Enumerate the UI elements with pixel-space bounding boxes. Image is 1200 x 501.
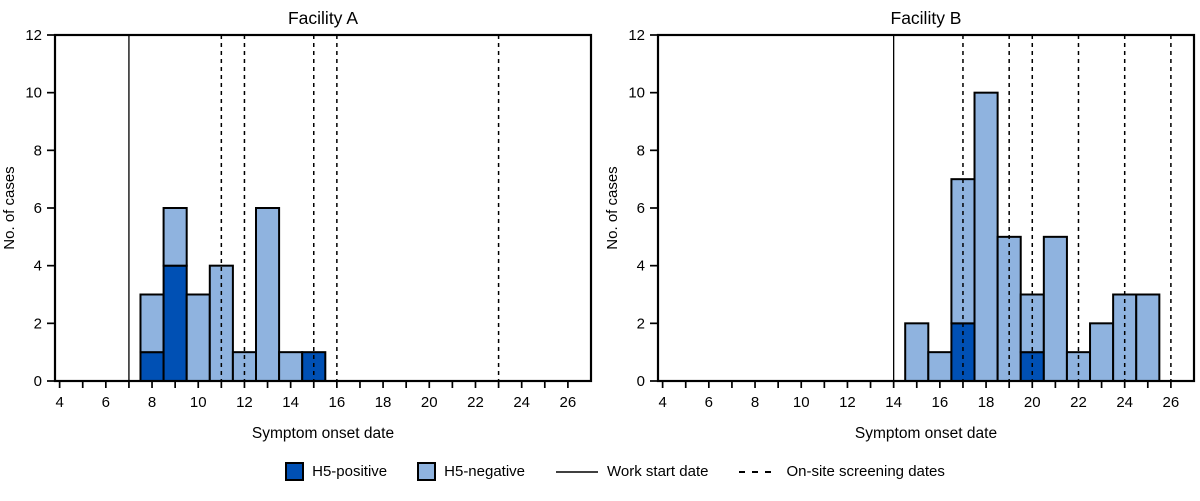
bar-h5-negative [255, 207, 281, 382]
x-tick-label: 10 [190, 394, 207, 411]
bar-h5-negative [1042, 235, 1068, 382]
y-tick-label: 8 [34, 142, 42, 159]
y-tick-label: 8 [637, 142, 645, 159]
x-tick-label: 14 [885, 394, 902, 411]
y-tick-label: 12 [628, 27, 645, 44]
y-axis-label: No. of cases [1, 166, 18, 249]
x-tick-label: 12 [236, 394, 253, 411]
x-tick-label: 14 [282, 394, 299, 411]
plot-border [53, 33, 593, 383]
facility-b-chart: 4 6 8 10 12 14 16 18 20 22 24 26 0 2 4 6 8 10 12 Facility B… [603, 0, 1200, 455]
bar-h5-negative [185, 293, 211, 382]
legend-label: Work start date [607, 463, 709, 480]
y-tick-label: 12 [25, 27, 42, 44]
solid-line-sample-icon [556, 470, 599, 473]
x-tick-label: 8 [751, 394, 759, 411]
y-tick-label: 0 [637, 373, 645, 390]
x-tick-label: 8 [148, 394, 156, 411]
legend-label: H5-negative [444, 463, 526, 480]
legend-label: H5-positive [312, 463, 388, 480]
h5-positive-swatch-icon [285, 462, 305, 481]
legend-item-swatch-positive: H5-positive [285, 462, 387, 481]
y-tick-label: 10 [25, 85, 42, 102]
x-axis-label: Symptom onset date [252, 425, 394, 442]
chart-title: Facility B [891, 8, 962, 28]
y-tick-label: 10 [628, 85, 645, 102]
x-tick-label: 20 [421, 394, 438, 411]
legend-label: On-site screening dates [786, 463, 945, 480]
plot-border [656, 33, 1196, 383]
bar-h5-negative [162, 207, 188, 267]
legend-item-swatch-negative: H5-negative [417, 462, 525, 481]
x-tick-label: 10 [793, 394, 810, 411]
x-tick-label: 24 [1116, 394, 1133, 411]
x-tick-label: 16 [329, 394, 346, 411]
x-tick-label: 26 [1163, 394, 1180, 411]
figure-legend: H5-positive H5-negative Work start date On-… [30, 462, 1200, 481]
y-tick-label: 2 [637, 315, 645, 332]
y-tick-label: 4 [34, 258, 42, 275]
x-tick-label: 24 [513, 394, 530, 411]
bar-h5-negative [1135, 293, 1161, 382]
bar-h5-negative [927, 351, 953, 382]
x-tick-label: 18 [375, 394, 392, 411]
x-tick-label: 26 [560, 394, 577, 411]
x-tick-label: 18 [978, 394, 995, 411]
dashed-line-sample-icon [739, 470, 778, 473]
y-tick-label: 6 [34, 200, 42, 217]
x-tick-label: 6 [705, 394, 713, 411]
bar-h5-positive [139, 351, 165, 382]
x-tick-label: 22 [1070, 394, 1087, 411]
x-axis-label: Symptom onset date [855, 425, 997, 442]
y-tick-label: 4 [637, 258, 645, 275]
x-tick-label: 16 [932, 394, 949, 411]
x-tick-label: 20 [1024, 394, 1041, 411]
legend-item-dashed-line: On-site screening dates [738, 463, 945, 480]
legend-item-solid-line: Work start date [555, 464, 708, 479]
bar-h5-negative [1089, 322, 1115, 383]
x-tick-label: 4 [658, 394, 666, 411]
bar-h5-negative [139, 293, 165, 354]
y-axis-label: No. of cases [604, 166, 621, 249]
x-tick-label: 6 [102, 394, 110, 411]
bar-h5-positive [162, 264, 188, 382]
bar-h5-negative [278, 351, 304, 382]
x-tick-label: 4 [55, 394, 63, 411]
y-tick-label: 2 [34, 315, 42, 332]
y-tick-label: 0 [34, 373, 42, 390]
facility-a-chart: 4 6 8 10 12 14 16 18 20 22 24 26 0 2 4 6 8 10 12 Facility A… [0, 0, 600, 455]
bar-h5-negative [973, 91, 999, 383]
bar-h5-negative [904, 322, 930, 383]
x-tick-label: 22 [467, 394, 484, 411]
h5-negative-swatch-icon [417, 462, 437, 481]
chart-title: Facility A [288, 8, 358, 28]
x-tick-label: 12 [839, 394, 856, 411]
y-tick-label: 6 [637, 200, 645, 217]
